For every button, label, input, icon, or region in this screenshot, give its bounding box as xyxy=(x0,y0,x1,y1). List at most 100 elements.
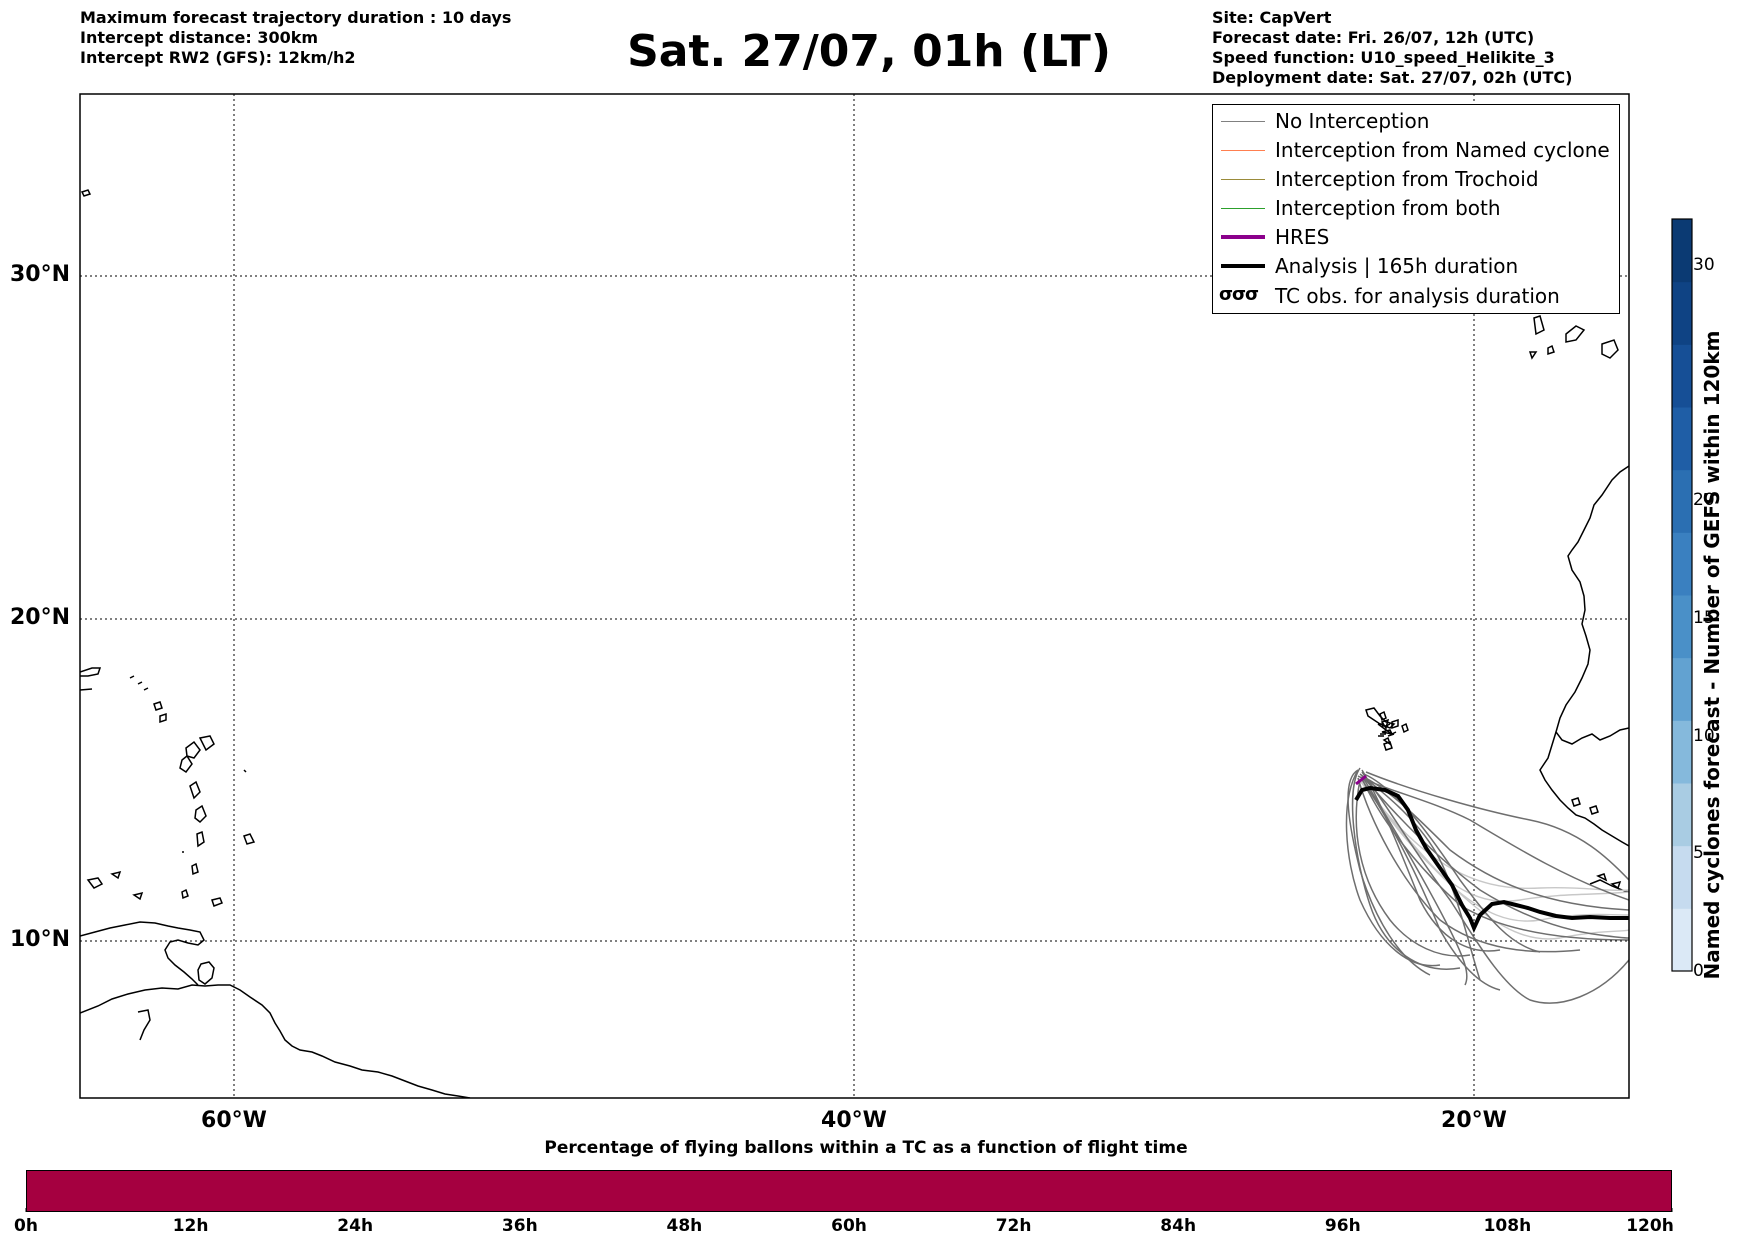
colorbar-segment xyxy=(1672,344,1692,408)
margarita xyxy=(132,891,144,901)
cape-verde-north xyxy=(1365,707,1396,729)
cape-verde-sal xyxy=(1401,722,1409,734)
colorbar-title: Named cyclones forecast - Number of GEFS… xyxy=(1700,330,1724,980)
venezuela-coast-small xyxy=(137,1009,151,1041)
legend-label-tc-obs: TC obs. for analysis duration xyxy=(1275,284,1560,308)
legend-line-no-interception xyxy=(1221,121,1265,122)
cape-verde-west-small xyxy=(80,189,92,197)
colorbar-segment xyxy=(1672,219,1692,283)
colorbar-tick-15: 15 xyxy=(1693,608,1715,628)
lon-label-60: 60°W xyxy=(201,1108,267,1133)
south-america-coastline xyxy=(80,984,471,1098)
trajectories xyxy=(1345,767,1629,1004)
time-tick-12h: 12h xyxy=(172,1216,209,1236)
colorbar xyxy=(1672,219,1692,972)
tc-obs-symbol-icon: σσσ xyxy=(1219,284,1259,305)
grenada xyxy=(181,888,189,900)
time-tick-72h: 72h xyxy=(995,1216,1032,1236)
legend-line-both xyxy=(1221,208,1265,209)
lat-label-30: 30°N xyxy=(10,262,71,287)
map-frame xyxy=(79,93,1630,1099)
st-lucia xyxy=(196,830,205,848)
legend-label-both: Interception from both xyxy=(1275,196,1501,220)
colorbar-segment xyxy=(1672,532,1692,596)
guadeloupe xyxy=(179,754,193,774)
trajectory-14 xyxy=(1345,769,1441,967)
legend-item-analysis: Analysis | 165h duration xyxy=(1213,252,1619,280)
time-tick-36h: 36h xyxy=(501,1216,538,1236)
time-tick-84h: 84h xyxy=(1160,1216,1197,1236)
legend-line-analysis xyxy=(1221,264,1265,268)
puerto-rico xyxy=(80,667,102,677)
trajectory-4 xyxy=(1361,771,1629,1004)
lesser-antilles-2 xyxy=(198,735,215,752)
forecast-date-text: Forecast date: Fri. 26/07, 12h (UTC) xyxy=(1212,28,1535,47)
time-tick-60h: 60h xyxy=(831,1216,867,1236)
header-left: Maximum forecast trajectory duration : 1… xyxy=(80,8,511,68)
colorbar-segment xyxy=(1672,281,1692,345)
colorbar-segment xyxy=(1672,783,1692,847)
colorbar-segment xyxy=(1672,407,1692,471)
legend-line-trochoid xyxy=(1221,179,1265,180)
time-tick-0h: 0h xyxy=(14,1216,38,1236)
guinea-coast xyxy=(1539,731,1629,847)
deployment-date-text: Deployment date: Sat. 27/07, 02h (UTC) xyxy=(1212,68,1573,87)
time-tick-96h: 96h xyxy=(1324,1216,1361,1236)
legend-label-named-cyclone: Interception from Named cyclone xyxy=(1275,138,1610,162)
trinidad xyxy=(197,961,215,985)
trajectory-3 xyxy=(1361,769,1501,952)
colorbar-segment xyxy=(1672,845,1692,909)
legend-line-named-cyclone xyxy=(1221,150,1265,151)
hres-trajectory xyxy=(1355,774,1367,786)
boavista-island-e xyxy=(1382,736,1392,746)
lesser-antilles-1 xyxy=(185,740,201,759)
lesser-small-1 xyxy=(182,769,247,853)
trajectory-10 xyxy=(1355,779,1471,957)
legend-label-hres: HRES xyxy=(1275,225,1330,249)
africa-coastline xyxy=(1555,465,1629,745)
analysis-trajectory xyxy=(1354,785,1629,934)
legend-label-no-interception: No Interception xyxy=(1275,109,1430,133)
site-text: Site: CapVert xyxy=(1212,8,1332,27)
gray-trajectories xyxy=(1345,767,1629,1004)
legend-item-tc-obs: σσσ TC obs. for analysis duration xyxy=(1213,282,1619,310)
time-tick-48h: 48h xyxy=(666,1216,703,1236)
canary-islands xyxy=(1528,315,1619,360)
max-duration-text: Maximum forecast trajectory duration : 1… xyxy=(80,8,512,27)
cape-verde-sal-shape xyxy=(1377,723,1397,735)
st-vincent xyxy=(191,862,199,876)
legend-item-no-interception: No Interception xyxy=(1213,107,1619,135)
header-right: Site: CapVert Forecast date: Fri. 26/07,… xyxy=(1212,8,1572,88)
virgin-islands xyxy=(129,675,149,691)
tobago xyxy=(211,897,223,907)
trajectory-11 xyxy=(1361,779,1501,991)
legend-item-both: Interception from both xyxy=(1213,194,1619,222)
cv-boavista-outline xyxy=(1387,733,1395,737)
lon-label-20: 20°W xyxy=(1441,1108,1507,1133)
puerto-rico-2 xyxy=(80,688,93,691)
time-tick-120h: 120h xyxy=(1626,1216,1674,1236)
lon-label-40: 40°W xyxy=(821,1108,887,1133)
colorbar-segment xyxy=(1672,595,1692,659)
bissagos xyxy=(1571,797,1599,815)
colorbar-tick-30: 30 xyxy=(1693,255,1715,275)
colorbar-segment xyxy=(1672,469,1692,533)
colorbar-segment xyxy=(1672,657,1692,721)
boavista-island-outline xyxy=(1383,741,1393,751)
lat-label-10: 10°N xyxy=(10,927,71,952)
legend-label-trochoid: Interception from Trochoid xyxy=(1275,167,1539,191)
intercept-rw2-text: Intercept RW2 (GFS): 12km/h2 xyxy=(80,48,356,67)
sal-island-ne xyxy=(1391,718,1399,730)
speed-function-text: Speed function: U10_speed_Helikite_3 xyxy=(1212,48,1555,67)
sal-island-outline xyxy=(1379,710,1387,722)
trajectory-16 xyxy=(1363,777,1629,939)
time-tick-24h: 24h xyxy=(337,1216,374,1236)
trajectory-8 xyxy=(1357,777,1581,953)
colorbar-tick-10: 10 xyxy=(1693,726,1715,746)
colorbar-tick-20: 20 xyxy=(1693,490,1715,510)
legend-label-analysis: Analysis | 165h duration xyxy=(1275,254,1519,278)
cape-verde-boavista xyxy=(1381,729,1394,736)
time-tick-108h: 108h xyxy=(1483,1216,1532,1236)
colorbar-segment xyxy=(1672,720,1692,784)
gulf-paria-coast xyxy=(80,921,205,986)
